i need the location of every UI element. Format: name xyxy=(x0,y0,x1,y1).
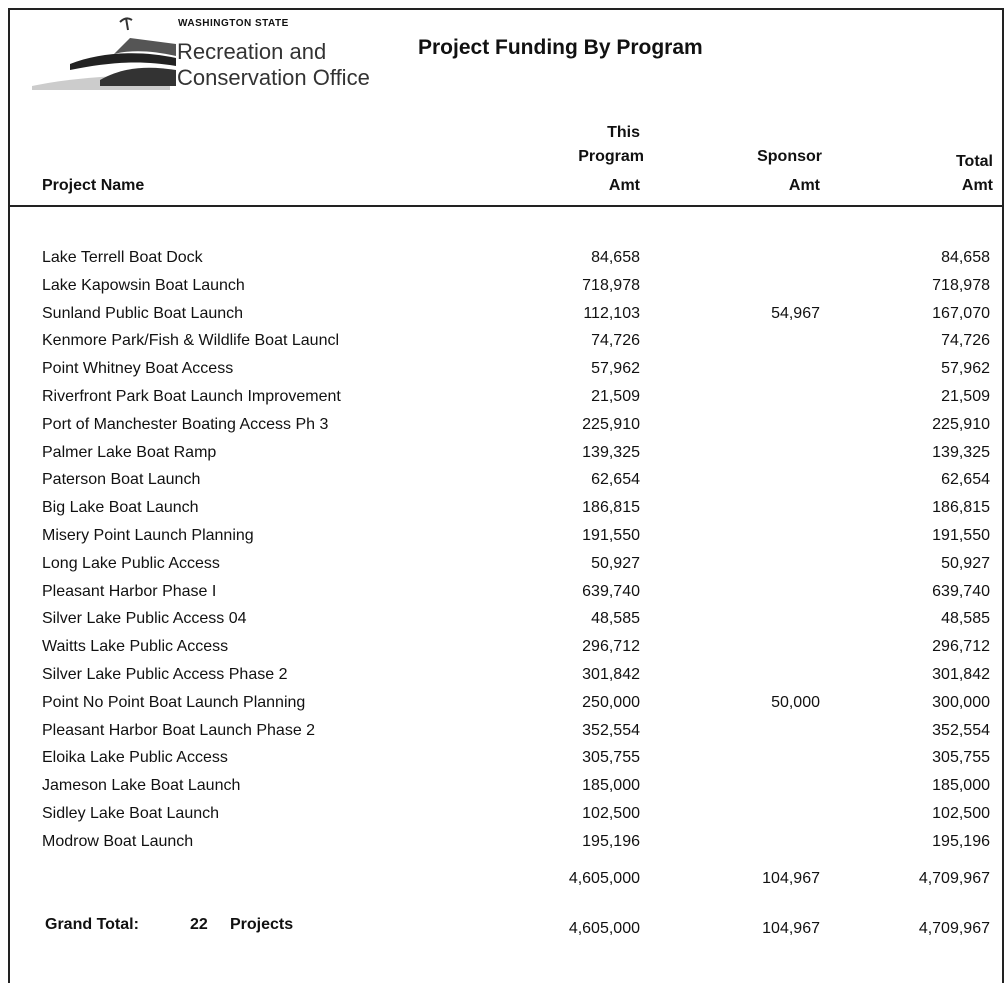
amount: 139,325 xyxy=(932,443,990,461)
column-header: Amt xyxy=(788,177,820,194)
amount: 639,740 xyxy=(932,582,990,600)
grand-total-amount: 4,709,967 xyxy=(918,920,990,937)
amount: 195,196 xyxy=(932,832,990,850)
amount: 296,712 xyxy=(582,638,640,656)
amount: 167,070 xyxy=(932,304,990,322)
project-name: Kenmore Park/Fish & Wildlife Boat Launcl xyxy=(42,332,340,350)
amount: 639,740 xyxy=(582,582,640,600)
project-name: Silver Lake Public Access Phase 2 xyxy=(42,666,288,683)
amount: 84,658 xyxy=(591,249,640,266)
amount: 186,815 xyxy=(582,499,640,517)
column-header: Sponsor xyxy=(757,148,822,165)
subtotal-amount: 4,709,967 xyxy=(918,870,990,887)
amount: 21,509 xyxy=(591,388,640,405)
amount: 300,000 xyxy=(932,693,990,711)
amount: 301,842 xyxy=(932,666,990,683)
amount: 225,910 xyxy=(582,415,640,433)
amount: 102,500 xyxy=(932,805,990,822)
amount: 48,585 xyxy=(591,610,640,628)
column-header: Project Name xyxy=(42,177,145,194)
amount: 74,726 xyxy=(591,332,640,350)
amount: 352,554 xyxy=(932,721,990,739)
amount: 305,755 xyxy=(932,749,990,767)
project-name: Pleasant Harbor Phase I xyxy=(42,582,217,600)
project-name: Point Whitney Boat Access xyxy=(42,360,234,378)
amount: 74,726 xyxy=(941,332,990,350)
header-rule xyxy=(10,205,1004,207)
logo-line: Recreation and xyxy=(177,39,327,64)
project-name: Paterson Boat Launch xyxy=(42,471,201,489)
amount: 112,103 xyxy=(583,304,640,322)
logo-state: WASHINGTON STATE xyxy=(178,18,289,29)
grand-total-amount: 104,967 xyxy=(762,920,820,937)
project-name: Waitts Lake Public Access xyxy=(42,638,229,656)
amount: 301,842 xyxy=(582,666,640,683)
amount: 50,927 xyxy=(591,554,640,572)
project-name: Palmer Lake Boat Ramp xyxy=(42,443,217,461)
amount: 50,000 xyxy=(771,693,820,711)
amount: 352,554 xyxy=(582,721,640,739)
column-header: Amt xyxy=(961,177,993,194)
amount: 21,509 xyxy=(941,388,990,405)
project-name: Modrow Boat Launch xyxy=(42,832,194,850)
subtotal-amount: 104,967 xyxy=(762,870,820,887)
project-name: Riverfront Park Boat Launch Improvement xyxy=(42,388,341,405)
amount: 225,910 xyxy=(932,415,990,433)
project-name: Misery Point Launch Planning xyxy=(42,527,254,544)
amount: 57,962 xyxy=(941,360,990,378)
project-name: Jameson Lake Boat Launch xyxy=(42,777,241,795)
logo-line: Conservation Office xyxy=(177,65,370,90)
project-name: Silver Lake Public Access 04 xyxy=(42,610,247,628)
amount: 185,000 xyxy=(582,777,640,795)
amount: 185,000 xyxy=(932,777,990,795)
amount: 191,550 xyxy=(932,527,990,544)
grand-total-unit: Projects xyxy=(230,916,294,933)
column-header: This xyxy=(607,124,640,141)
project-name: Sunland Public Boat Launch xyxy=(42,304,244,322)
grand-total-count: 22 xyxy=(190,916,208,933)
project-name: Sidley Lake Boat Launch xyxy=(42,805,220,822)
project-name: Port of Manchester Boating Access Ph 3 xyxy=(42,415,329,433)
page-frame xyxy=(8,8,1004,983)
column-header: Total xyxy=(955,153,993,170)
project-name: Point No Point Boat Launch Planning xyxy=(42,693,306,711)
amount: 250,000 xyxy=(582,693,640,711)
amount: 186,815 xyxy=(932,499,990,517)
project-name: Big Lake Boat Launch xyxy=(42,499,199,517)
amount: 84,658 xyxy=(941,249,990,266)
amount: 57,962 xyxy=(591,360,640,378)
project-name: Lake Terrell Boat Dock xyxy=(42,249,203,266)
project-name: Lake Kapowsin Boat Launch xyxy=(42,276,245,294)
project-name: Long Lake Public Access xyxy=(42,554,220,572)
amount: 305,755 xyxy=(582,749,640,767)
column-header: Amt xyxy=(608,177,640,194)
grand-total-amount: 4,605,000 xyxy=(568,920,640,937)
project-name: Eloika Lake Public Access xyxy=(42,749,228,767)
project-name: Pleasant Harbor Boat Launch Phase 2 xyxy=(42,721,316,739)
subtotal-amount: 4,605,000 xyxy=(568,870,640,887)
report-title: Project Funding By Program xyxy=(418,36,703,59)
amount: 102,500 xyxy=(582,805,640,822)
amount: 718,978 xyxy=(582,276,640,294)
amount: 718,978 xyxy=(932,276,990,294)
column-header: Program xyxy=(578,148,644,165)
amount: 139,325 xyxy=(582,443,640,461)
amount: 296,712 xyxy=(932,638,990,656)
amount: 191,550 xyxy=(582,527,640,544)
amount: 54,967 xyxy=(771,304,820,322)
logo-mark xyxy=(32,17,176,90)
amount: 50,927 xyxy=(941,554,990,572)
amount: 62,654 xyxy=(941,471,990,489)
amount: 195,196 xyxy=(582,832,640,850)
amount: 62,654 xyxy=(591,471,640,489)
amount: 48,585 xyxy=(941,610,990,628)
grand-total-label: Grand Total: xyxy=(45,916,139,933)
